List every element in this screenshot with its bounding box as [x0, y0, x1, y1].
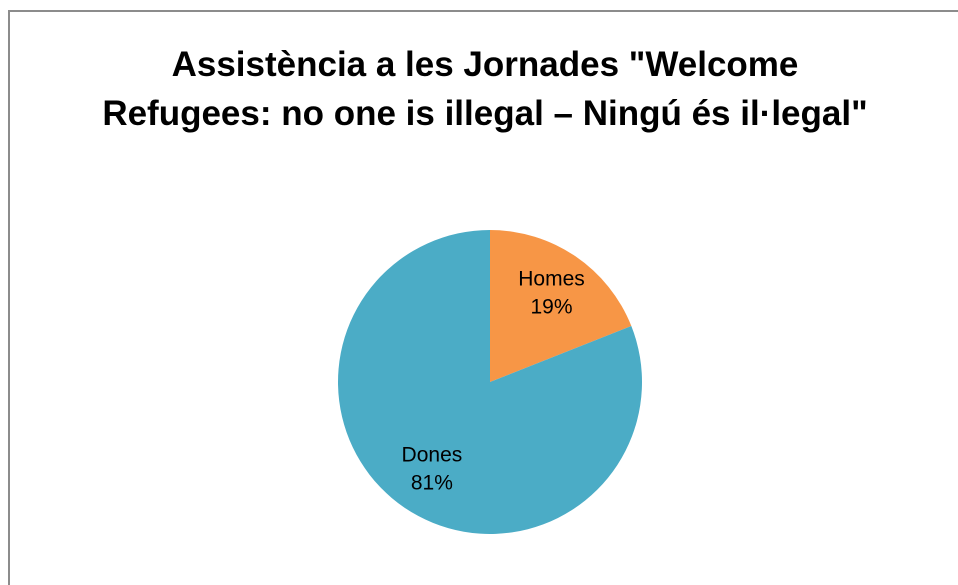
- pie-labels: Homes 19% Dones 81%: [402, 268, 585, 495]
- slice-label-dones: Dones 81%: [402, 444, 463, 495]
- pie-slices: [338, 230, 643, 534]
- slice-category-label: Dones: [402, 444, 463, 467]
- chart-frame: [8, 10, 958, 585]
- slice-value-label: 19%: [530, 296, 572, 319]
- slice-label-homes: Homes 19%: [518, 268, 585, 319]
- chart-title: Assistència a les Jornades "Welcome Refu…: [102, 45, 868, 133]
- slice-value-label: 81%: [411, 472, 453, 495]
- slice-category-label: Homes: [518, 268, 585, 291]
- pie-slice-homes: [490, 230, 632, 382]
- pie-slice-dones: [338, 230, 643, 534]
